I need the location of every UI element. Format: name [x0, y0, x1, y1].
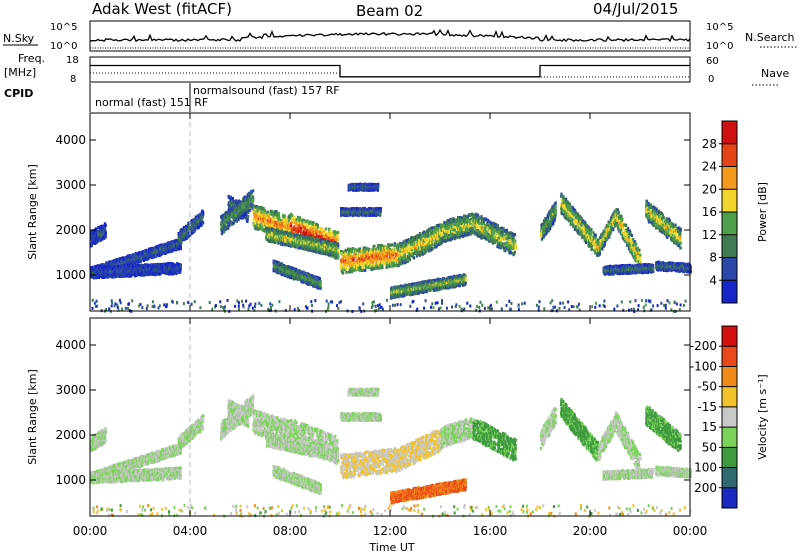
data-cell — [353, 259, 355, 262]
data-cell — [336, 238, 338, 241]
data-cell — [325, 227, 327, 230]
freq-line — [90, 66, 690, 77]
data-cell — [228, 224, 230, 227]
data-cell — [266, 216, 268, 219]
freq-panel — [90, 57, 690, 82]
data-cell — [105, 231, 107, 234]
data-cell — [317, 224, 319, 227]
radar-title: Adak West (fitACF) — [92, 0, 232, 18]
data-cell — [345, 271, 347, 274]
data-cell — [252, 196, 254, 199]
freq-label-1: Freq. — [18, 52, 45, 65]
noise-tick-high-right: 10^5 — [706, 22, 733, 33]
data-cell — [284, 215, 286, 218]
data-cell — [180, 264, 182, 267]
data-cell — [272, 221, 274, 224]
cpid-segment-2: normalsound (fast) 157 RF — [193, 84, 340, 97]
data-cell — [105, 224, 107, 227]
data-cell — [278, 214, 280, 217]
data-cell — [340, 263, 342, 266]
nave-label: Nave — [761, 67, 789, 80]
freq-label-2: [MHz] — [4, 66, 36, 79]
freq-tick-low: 8 — [70, 74, 76, 85]
data-cell — [337, 244, 339, 247]
data-cell — [249, 209, 251, 212]
freq-trace — [90, 66, 690, 78]
freq-tick-high: 18 — [66, 55, 79, 66]
power-panel-bg — [90, 113, 690, 311]
data-cell — [337, 235, 339, 238]
data-cell — [264, 209, 266, 212]
data-cell — [345, 267, 347, 270]
cpid-label: CPID — [4, 87, 33, 100]
data-cell — [317, 230, 319, 233]
data-cell — [101, 225, 103, 228]
data-cell — [320, 231, 322, 234]
nsky-label: N.Sky — [3, 32, 35, 45]
date-title: 04/Jul/2015 — [593, 0, 678, 18]
data-cell — [353, 248, 355, 251]
nsearch-label: N.Search — [745, 31, 795, 44]
data-cell — [245, 211, 247, 214]
data-cell — [180, 268, 182, 271]
nave-tick-low: 0 — [708, 74, 714, 85]
data-cell — [202, 222, 204, 225]
beam-title: Beam 02 — [356, 2, 423, 20]
data-cell — [361, 269, 363, 272]
data-cell — [180, 246, 182, 249]
data-cell — [227, 227, 229, 230]
noise-tick-high-left: 10^5 — [50, 22, 77, 33]
data-cell — [198, 226, 200, 229]
nave-tick-high: 60 — [706, 56, 719, 67]
data-cell — [105, 236, 107, 239]
data-cell — [337, 231, 339, 234]
noise-tick-low-left: 10^0 — [50, 41, 77, 52]
noise-trace — [90, 30, 690, 48]
data-cell — [252, 189, 254, 192]
data-cell — [319, 227, 321, 230]
data-cell — [247, 215, 249, 218]
cpid-segment-1: normal (fast) 151 RF — [95, 96, 208, 109]
data-cell — [247, 218, 249, 221]
data-cell — [232, 197, 234, 200]
noise-line — [90, 30, 690, 41]
data-cell — [202, 213, 204, 216]
data-cell — [357, 260, 359, 263]
noise-panel — [90, 21, 690, 51]
data-cell — [349, 260, 351, 263]
data-cell — [227, 211, 229, 214]
data-cell — [337, 250, 339, 253]
data-cell — [337, 254, 339, 257]
data-cell — [342, 271, 344, 274]
noise-tick-low-right: 10^0 — [706, 41, 733, 52]
data-cell — [359, 247, 361, 250]
